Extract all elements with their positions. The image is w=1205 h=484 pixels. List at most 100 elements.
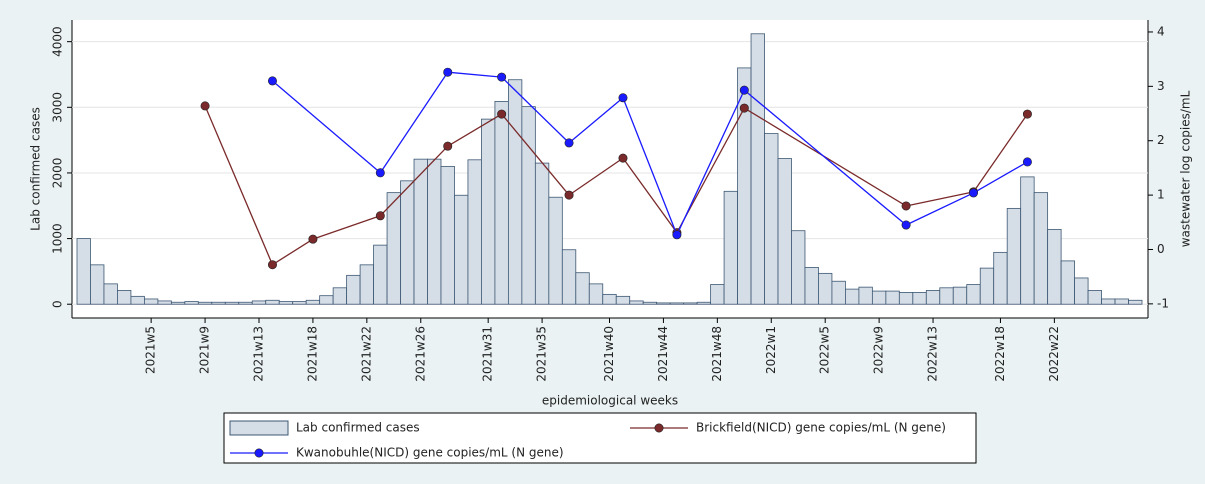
x-tick-label: 2021w9: [198, 326, 212, 374]
bar: [588, 283, 604, 305]
bar: [278, 301, 294, 305]
bar: [238, 301, 253, 305]
marker: [618, 93, 628, 103]
bar: [103, 283, 118, 305]
x-tick-label: 2021w5: [144, 326, 158, 374]
bar: [197, 301, 213, 305]
bar: [1128, 299, 1143, 305]
y2-tick-label: 4: [1157, 24, 1165, 38]
line-segment: [676, 89, 745, 236]
x-axis-title: epidemiological weeks: [542, 394, 678, 408]
bar: [979, 267, 995, 305]
bar: [858, 286, 873, 305]
y2-tick-label: 1: [1157, 188, 1165, 202]
bar: [804, 267, 819, 305]
x-tick-label: 2021w35: [535, 326, 549, 382]
bar: [481, 118, 496, 305]
bar: [710, 284, 725, 305]
bar: [737, 67, 752, 305]
bar: [845, 288, 860, 305]
bar: [561, 249, 577, 305]
bar: [548, 196, 563, 305]
bar: [777, 158, 792, 305]
bar: [818, 272, 833, 305]
line-segment: [379, 71, 449, 174]
bar: [211, 301, 226, 305]
line-segment: [272, 80, 381, 174]
bar: [871, 290, 887, 305]
bar: [952, 286, 968, 305]
y2-tick-label: 2: [1157, 133, 1165, 147]
bar: [413, 158, 428, 305]
line-segment: [379, 145, 449, 217]
x-tick-label: 2022w5: [818, 326, 832, 374]
y-tick-label: 2000: [51, 158, 65, 189]
x-tick-label: 2022w1: [764, 326, 778, 374]
bar: [1006, 207, 1022, 305]
y-tick-label: 1000: [51, 223, 65, 254]
bar: [359, 264, 374, 305]
bar: [224, 301, 240, 305]
x-tick-label: 2021w22: [359, 326, 373, 382]
bar: [184, 301, 199, 305]
line-segment: [204, 105, 274, 265]
y-axis-title: Lab confirmed cases: [29, 107, 43, 231]
line-segment: [272, 238, 314, 266]
y-tick-label: 4000: [51, 26, 65, 57]
bar: [467, 159, 482, 305]
bar: [265, 299, 280, 305]
bar: [1087, 290, 1102, 305]
marker: [443, 141, 453, 151]
bar: [346, 274, 361, 305]
bar: [764, 133, 779, 305]
y-tick-label: 0: [51, 300, 65, 308]
bar: [925, 290, 941, 305]
y-tick-label: 3000: [51, 92, 65, 123]
bar: [170, 301, 186, 305]
bar: [750, 33, 765, 305]
bar: [534, 162, 550, 305]
line-segment: [972, 113, 1028, 193]
marker: [739, 85, 749, 95]
marker: [739, 103, 749, 113]
plot-area: [72, 20, 1148, 318]
marker: [443, 67, 453, 77]
bar: [1047, 228, 1062, 305]
marker: [375, 168, 385, 178]
marker: [564, 138, 574, 148]
legend-marker: [654, 423, 664, 433]
line-segment: [568, 157, 624, 196]
bar: [130, 295, 145, 305]
x-tick-label: 2022w18: [993, 326, 1007, 382]
bar: [76, 238, 91, 305]
bar: [1101, 298, 1116, 305]
legend-swatch: [229, 420, 289, 436]
marker: [672, 230, 682, 240]
bar: [656, 302, 671, 305]
bar: [440, 165, 455, 305]
bar: [898, 292, 914, 305]
bar: [1060, 260, 1075, 305]
line-segment: [312, 215, 381, 240]
x-tick-label: 2021w13: [251, 326, 265, 382]
marker: [267, 260, 277, 270]
bar: [912, 292, 927, 305]
bar: [251, 300, 267, 305]
line-segment: [622, 157, 678, 234]
bar: [1033, 192, 1049, 305]
x-tick-label: 2022w9: [872, 326, 886, 374]
marker: [901, 220, 911, 230]
line-segment: [973, 161, 1028, 194]
bar: [386, 192, 401, 305]
marker: [1022, 157, 1032, 167]
x-tick-label: 2022w22: [1047, 326, 1061, 382]
bar: [400, 180, 415, 305]
x-tick-label: 2021w44: [656, 326, 670, 382]
marker: [497, 72, 507, 82]
bar: [305, 299, 321, 305]
bar: [791, 230, 806, 305]
x-tick-label: 2021w26: [413, 326, 427, 382]
y2-tick-label: -1: [1157, 296, 1169, 310]
bar: [966, 284, 981, 305]
